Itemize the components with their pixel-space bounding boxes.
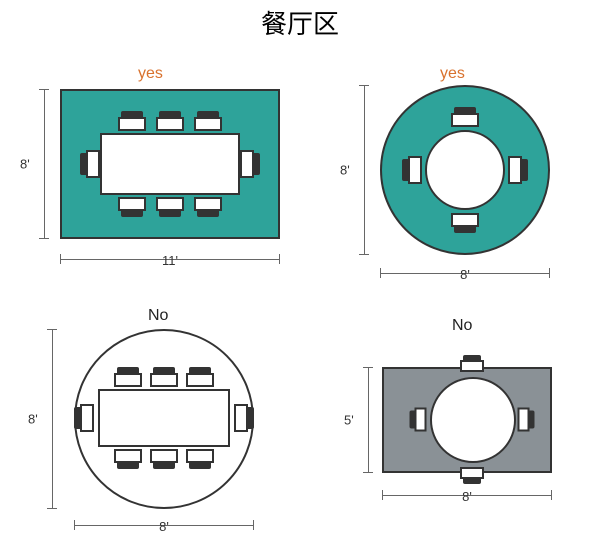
chair [194,111,222,131]
chair [186,367,214,387]
chair [118,111,146,131]
table-round [430,377,516,463]
page-title: 餐厅区 [0,0,600,41]
chair [240,150,260,178]
chair [150,367,178,387]
verdict-label: yes [138,65,163,83]
chair [451,213,479,233]
table-rect [98,389,230,447]
dim-vertical: 5' [358,367,378,473]
layout-top-left: yes 8' 11' [20,71,300,291]
watermark-text: 极果 [542,512,570,532]
chair [518,408,535,432]
chair [451,107,479,127]
dim-vertical: 8' [354,85,374,255]
chair [508,156,528,184]
chair [410,408,427,432]
table-round [425,130,505,210]
chair [156,197,184,217]
verdict-label: No [452,317,472,335]
dim-horizontal: 8' [74,515,254,535]
chair [156,111,184,131]
dim-label: 8' [28,412,38,427]
dim-label: 11' [162,253,178,268]
chair [460,467,484,484]
dim-vertical: 8' [42,329,62,509]
chair [80,150,100,178]
chair [402,156,422,184]
watermark-icon [516,511,538,533]
chair [234,404,254,432]
dim-label: 8' [462,489,472,504]
watermark: 极果 [516,511,570,533]
dim-label: 8' [20,157,30,172]
table-rect [100,133,240,195]
layout-bottom-right: No 5' 8' 极果 [330,311,580,541]
diagram-grid: yes 8' 11' yes [0,41,600,521]
layout-bottom-left: No 8' 8' [20,311,300,541]
chair [460,355,484,372]
chair [114,449,142,469]
chair [194,197,222,217]
dim-label: 8' [159,519,169,534]
chair [74,404,94,432]
verdict-label: No [148,307,168,325]
chair [150,449,178,469]
dim-horizontal: 8' [382,485,552,505]
dim-vertical: 8' [34,89,54,239]
chair [118,197,146,217]
dim-horizontal: 11' [60,249,280,269]
dim-horizontal: 8' [380,263,550,283]
dim-label: 8' [460,267,470,282]
dim-label: 5' [344,413,354,428]
chair [186,449,214,469]
dim-label: 8' [340,163,350,178]
verdict-label: yes [440,65,465,83]
layout-top-right: yes 8' 8' [330,71,580,291]
chair [114,367,142,387]
